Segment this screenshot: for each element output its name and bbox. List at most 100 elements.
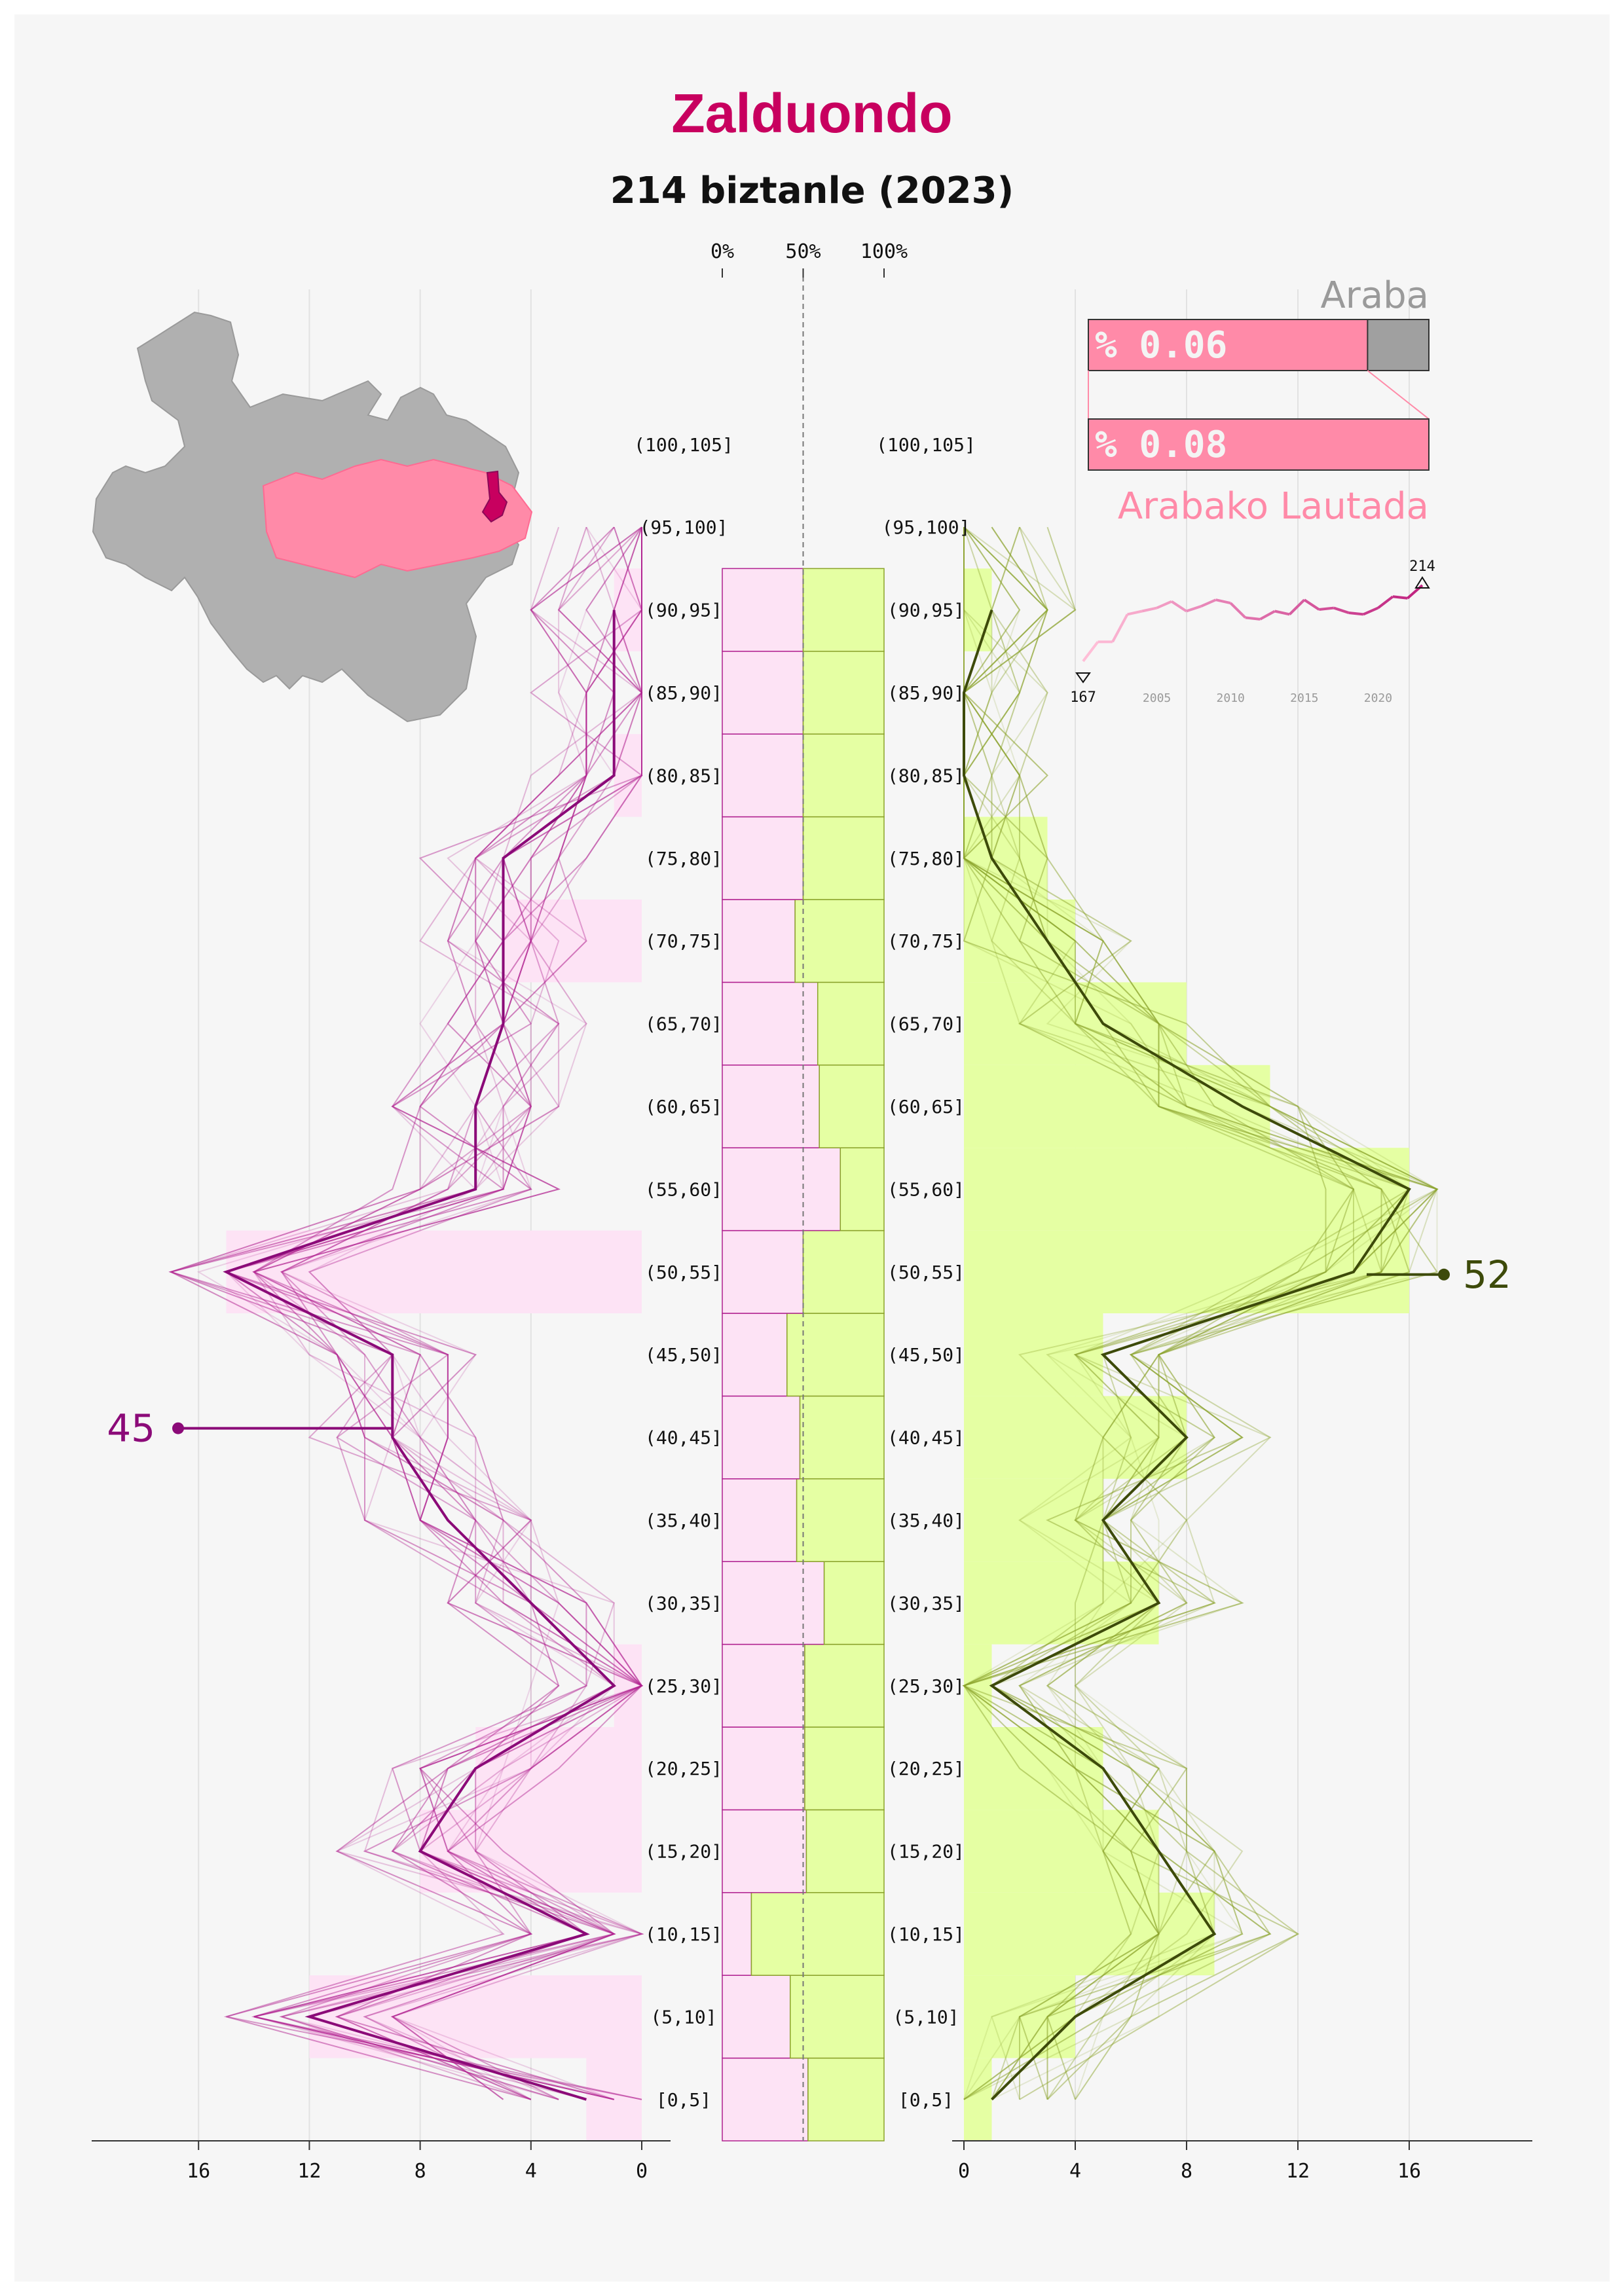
sparkline-segment — [1186, 605, 1202, 613]
sparkline-segment — [1319, 606, 1335, 611]
male-highlight-label: 52 — [1463, 1252, 1511, 1297]
age-label-right: (40,45] — [887, 1427, 965, 1449]
male-share-bar — [805, 1809, 885, 1893]
right-axis-tick: 0 — [958, 2160, 970, 2183]
female-history-line — [168, 526, 644, 2100]
female-share-bar — [722, 1313, 788, 1397]
female-share-bar — [722, 816, 804, 900]
female-history-line — [225, 526, 644, 2100]
male-history-line — [963, 527, 1438, 2100]
male-bar — [964, 816, 1048, 900]
female-history-line — [169, 526, 644, 2100]
male-share-bar — [802, 651, 885, 735]
sparkline-segment — [1127, 610, 1143, 616]
sparkline-segment — [1363, 606, 1379, 616]
region-share-bar — [1088, 418, 1430, 471]
sparkline-segment — [1348, 611, 1364, 616]
sparkline-year-tick: 2020 — [1364, 691, 1392, 705]
sparkline-max-label: 214 — [1409, 558, 1435, 575]
female-history-line — [280, 527, 642, 2100]
female-share-bar — [722, 1892, 752, 1976]
sparkline-segment — [1200, 598, 1217, 608]
sparkline-segment — [1259, 610, 1276, 621]
male-bar — [964, 1396, 1187, 1479]
region-label: Arabako Lautada — [1118, 485, 1429, 528]
age-label-right: (30,35] — [887, 1592, 965, 1614]
bars-layer — [226, 568, 1409, 2141]
male-share-bar — [817, 981, 885, 1066]
sparkline-segment — [1303, 598, 1320, 611]
female-share-bar — [722, 1726, 805, 1811]
female-share-bar — [722, 733, 804, 818]
female-history-line — [253, 526, 643, 2100]
age-label-left: (5,10] — [650, 2006, 716, 2028]
male-bar — [964, 1065, 1270, 1148]
female-history-line — [226, 526, 643, 2100]
region-map — [92, 311, 533, 723]
age-label-left: (95,100] — [640, 517, 728, 538]
male-share-bar — [802, 816, 885, 900]
male-bar — [964, 1148, 1409, 1231]
male-share-bar — [823, 1561, 885, 1645]
female-history-line — [253, 526, 644, 2100]
left-axis-tick: 12 — [297, 2160, 321, 2183]
population-pyramid-chart: 45 52 0% 50% 100% [0,5] [0,5] (5,10] (5,10] (10… — [92, 82, 1532, 2183]
female-bar — [309, 1975, 642, 2058]
male-history-line — [962, 526, 1439, 2100]
age-label-right: (95,100] — [882, 517, 970, 538]
sparkline-segment — [1171, 600, 1187, 613]
female-bar — [503, 900, 642, 983]
share-axis-tick: 100% — [860, 240, 908, 263]
chart-card: 45 52 0% 50% 100% [0,5] [0,5] (5,10] (5,10] (10… — [14, 14, 1610, 2282]
sparkline-segment — [1333, 606, 1350, 614]
female-share-bar — [722, 1809, 807, 1893]
age-label-left: (70,75] — [645, 930, 722, 952]
female-history-line — [280, 526, 642, 2100]
female-share-bar — [722, 568, 804, 652]
female-bar — [586, 2058, 642, 2141]
age-label-right: (5,10] — [893, 2006, 959, 2028]
age-label-left: (60,65] — [645, 1096, 722, 1118]
sparkline-segment — [1111, 613, 1129, 643]
male-share-bar — [819, 1065, 885, 1148]
male-history-line — [963, 526, 1439, 2100]
female-bar — [420, 1810, 642, 1893]
age-label-left: (15,20] — [645, 1841, 722, 1863]
sparkline-segment — [1229, 602, 1247, 619]
lines-layer: 45 52 — [107, 526, 1511, 2101]
region-share-value: % 0.08 — [1095, 424, 1227, 466]
age-label-left: (35,40] — [645, 1510, 722, 1531]
female-current-line — [223, 610, 616, 2101]
sparkline-year-tick: 2010 — [1217, 691, 1245, 705]
female-history-line — [168, 527, 644, 2100]
male-share-bar — [796, 1478, 885, 1562]
male-history-line — [963, 526, 1439, 2100]
age-label-left: (55,60] — [645, 1178, 722, 1200]
male-history-line — [963, 526, 1439, 2100]
male-share-bar — [750, 1892, 885, 1976]
age-label-right: (10,15] — [887, 1923, 965, 1945]
share-panel: Araba % 0.06 % 0.08 Arabako Lautada — [1088, 274, 1430, 528]
age-label-right: [0,5] — [898, 2089, 953, 2111]
age-label-left: (100,105] — [634, 434, 733, 456]
sparkline-segment — [1141, 606, 1158, 613]
male-bar — [964, 1810, 1159, 1893]
province-label: Araba — [1320, 274, 1429, 317]
female-bar — [614, 734, 642, 817]
share-axis-tick: 50% — [785, 240, 821, 263]
male-bar — [964, 1561, 1159, 1645]
male-highlight-dot — [1438, 1268, 1450, 1281]
sparkline-segment — [1082, 641, 1099, 663]
male-history-line — [963, 526, 1411, 2100]
female-share-bar — [722, 981, 819, 1066]
female-history-line — [196, 526, 642, 2100]
female-history-line — [224, 526, 642, 2100]
male-bar — [964, 1313, 1103, 1396]
age-label-right: (35,40] — [887, 1510, 965, 1531]
sparkline-segment — [1215, 598, 1231, 605]
male-share-bar — [807, 2057, 885, 2141]
sparkline-segment — [1245, 616, 1261, 621]
male-history-line — [963, 527, 1411, 2100]
female-bar — [226, 1230, 642, 1313]
male-history-line — [961, 527, 1411, 2100]
